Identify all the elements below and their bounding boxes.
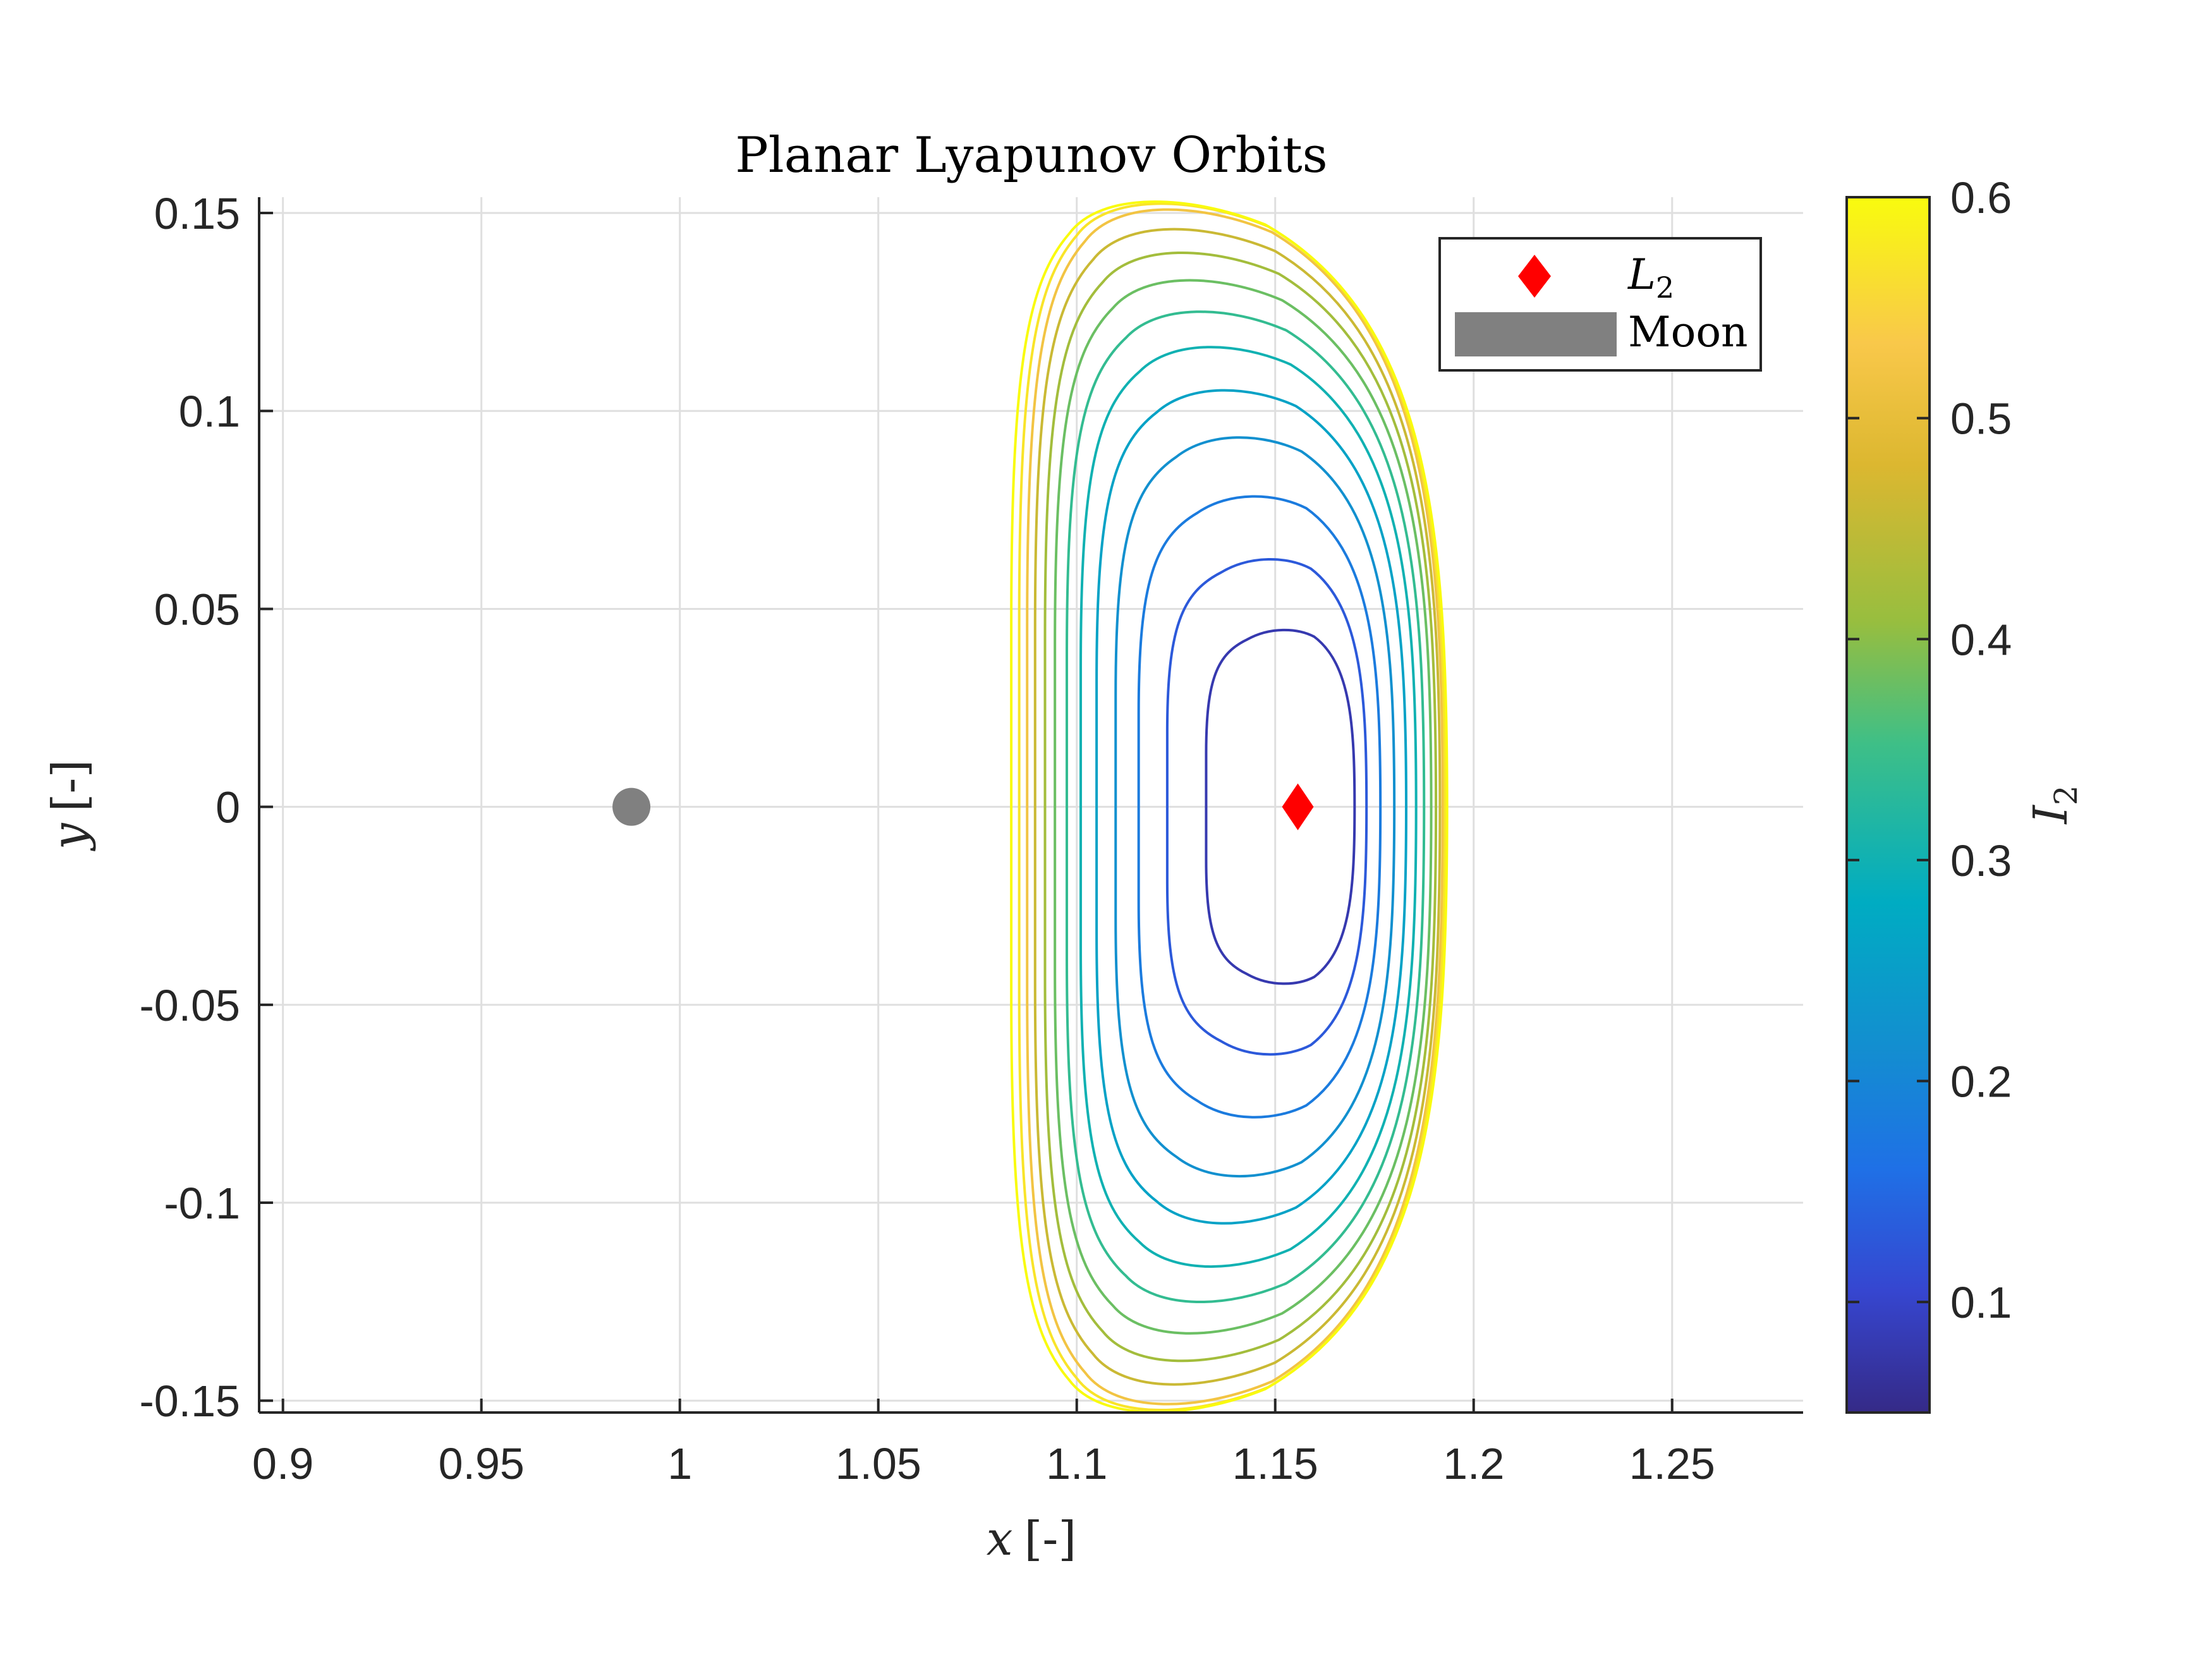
orbit-curve [1137,495,1382,1119]
colorbar-ticks: 0.1 0.2 0.3 0.4 0.5 0.6 [1847,173,2012,1327]
colorbar-tick-label: 0.1 [1950,1278,2012,1327]
legend: L2 Moon [1438,237,1762,372]
colorbar: 0.1 0.2 0.3 0.4 0.5 0.6 I2 [1845,173,2084,1414]
y-tick-label: 0.15 [154,189,240,238]
x-tick-label: 1 [667,1439,692,1488]
colorbar-label-sub: 2 [2048,785,2084,805]
l2-marker [1282,783,1314,830]
colorbar-label-var: I [2024,805,2078,825]
colorbar-gradient [1845,196,1931,1414]
x-tick-label: 1.15 [1232,1439,1318,1488]
orbit-curve [1010,200,1449,1414]
moon-marker [612,787,651,826]
colorbar-tick-label: 0.4 [1950,615,2012,664]
points [612,783,1314,830]
orbit-curve [1205,628,1356,985]
legend-l2-sub: 2 [1656,270,1674,305]
orbit-curve [1026,208,1444,1406]
legend-moon-patch [1455,312,1617,356]
plot-area [612,200,1449,1414]
x-tick-label: 1.05 [836,1439,921,1488]
orbit-curve [1114,436,1396,1178]
legend-moon-label: Moon [1628,308,1748,356]
x-tick-label: 0.95 [439,1439,525,1488]
x-tick-label: 1.2 [1443,1439,1504,1488]
colorbar-tick-label: 0.6 [1950,173,2012,222]
chart-title: Planar Lyapunov Orbits [735,127,1327,184]
y-ticks: -0.15 -0.1 -0.05 0 0.05 0.1 0.15 [139,189,273,1426]
y-axis-label-var: y [42,822,97,851]
orbit-curve [1054,279,1433,1335]
x-tick-label: 1.25 [1629,1439,1715,1488]
x-axis-label-var: x [987,1512,1013,1566]
orbit-curve [1165,557,1368,1056]
orbit-curve [1066,310,1426,1304]
orbit-curve [1033,228,1442,1386]
y-tick-label: 0.05 [154,585,240,634]
y-axis-label: y [-] [42,760,97,852]
colorbar-label: I2 [2024,785,2084,825]
legend-l2-label: L2 [1627,250,1674,305]
legend-l2-marker [1518,255,1551,298]
y-tick-label: -0.05 [139,981,240,1030]
colorbar-tick-label: 0.3 [1950,836,2012,885]
colorbar-tick-label: 0.2 [1950,1057,2012,1107]
y-tick-label: 0 [216,783,240,832]
orbits [1010,200,1449,1414]
y-tick-label: 0.1 [179,387,240,436]
grid [259,197,1803,1413]
y-axis-label-unit: [-] [42,760,97,812]
orbit-curve [1043,252,1438,1363]
orbit-curve [1079,346,1418,1268]
x-ticks: 0.9 0.95 1 1.05 1.1 1.15 1.2 1.25 [252,1399,1715,1488]
x-axis-label: x [-] [987,1512,1076,1566]
legend-l2-var: L [1627,250,1656,299]
axes: 0.9 0.95 1 1.05 1.1 1.15 1.2 1.25 -0.15 -0.1 -0.0… [139,189,1803,1488]
x-axis-label-unit: [-] [1024,1512,1076,1566]
x-tick-label: 1.1 [1046,1439,1107,1488]
colorbar-tick-label: 0.5 [1950,394,2012,444]
orbit-curve [1095,389,1407,1225]
y-tick-label: -0.1 [164,1179,240,1228]
x-tick-label: 0.9 [252,1439,313,1488]
y-tick-label: -0.15 [139,1376,240,1426]
